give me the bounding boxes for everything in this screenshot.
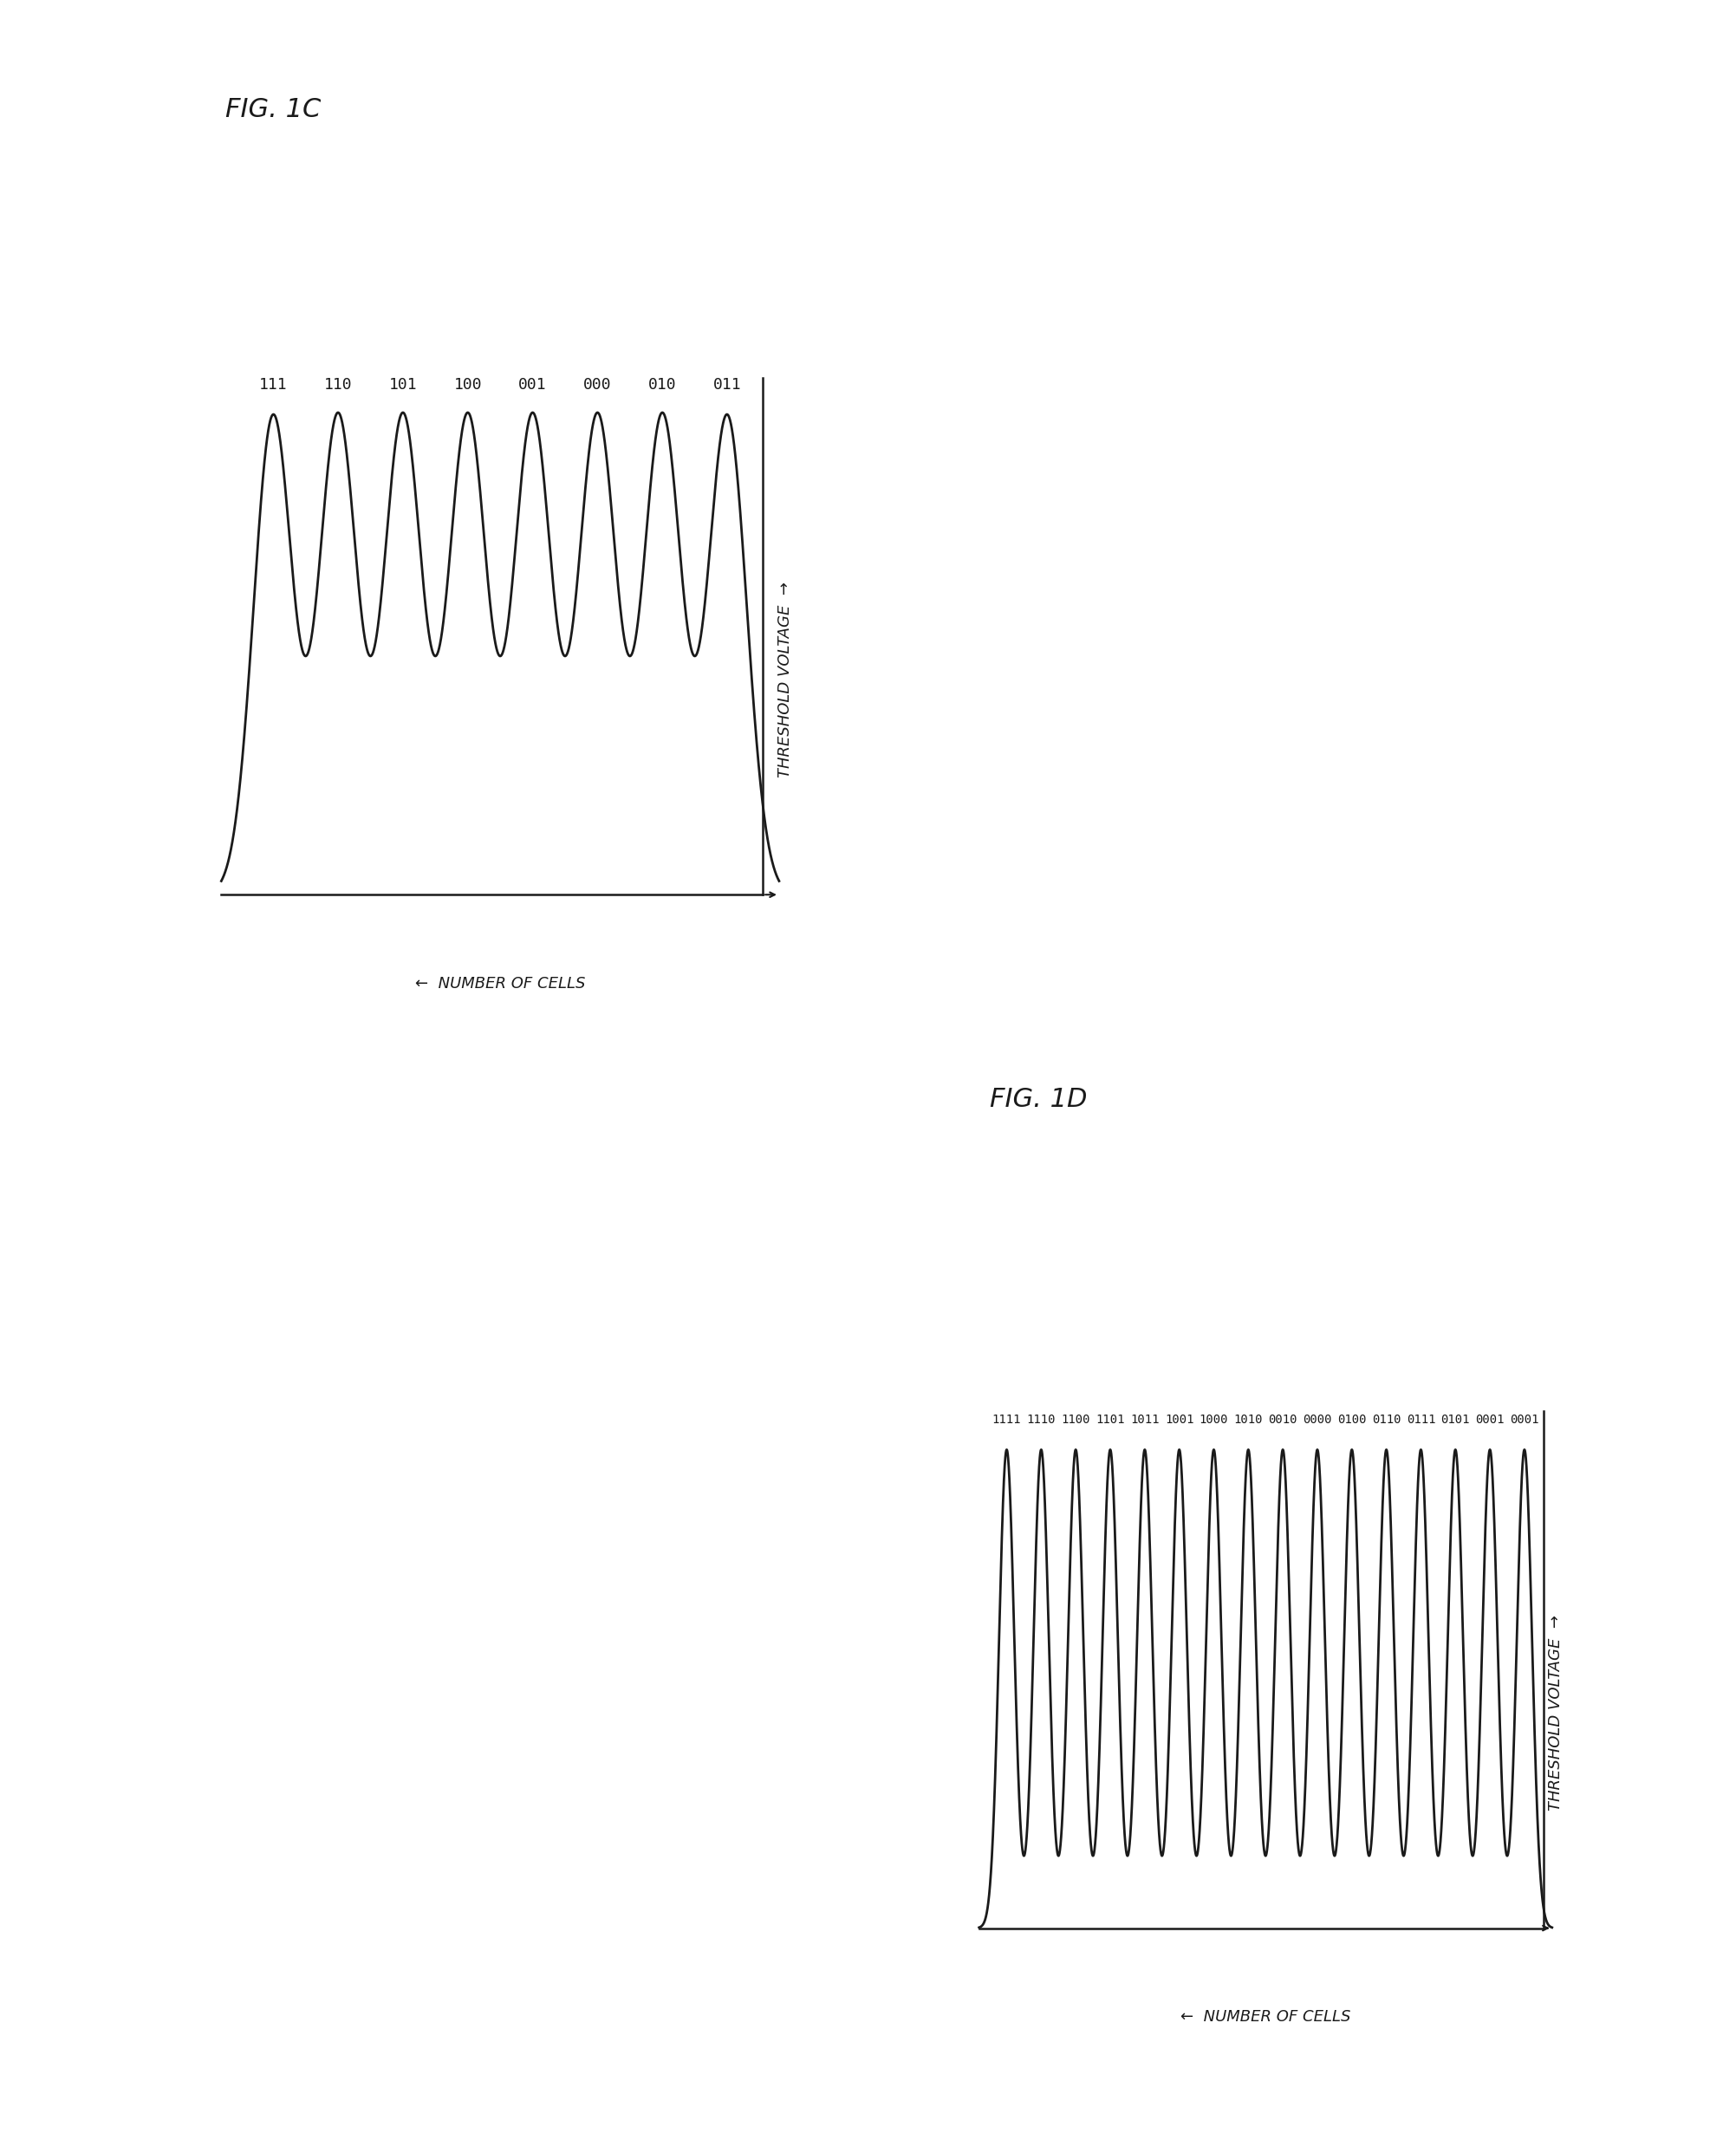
Text: 0100: 0100 [1337,1415,1366,1425]
Text: 001: 001 [519,377,547,392]
Text: 1010: 1010 [1234,1415,1262,1425]
Text: 1000: 1000 [1200,1415,1229,1425]
Text: 101: 101 [389,377,417,392]
Text: 011: 011 [713,377,741,392]
Text: 0101: 0101 [1441,1415,1470,1425]
Text: 0000: 0000 [1302,1415,1332,1425]
Text: THRESHOLD VOLTAGE  →: THRESHOLD VOLTAGE → [778,581,793,777]
Text: ←  NUMBER OF CELLS: ← NUMBER OF CELLS [1180,2009,1351,2026]
Text: 000: 000 [583,377,611,392]
Text: 111: 111 [259,377,288,392]
Text: 0111: 0111 [1406,1415,1436,1425]
Text: ←  NUMBER OF CELLS: ← NUMBER OF CELLS [415,975,585,993]
Text: 010: 010 [648,377,677,392]
Text: 110: 110 [325,377,352,392]
Text: 1110: 1110 [1026,1415,1055,1425]
Text: FIG. 1C: FIG. 1C [226,97,321,123]
Text: 1001: 1001 [1165,1415,1194,1425]
Text: 0001: 0001 [1510,1415,1538,1425]
Text: 1111: 1111 [993,1415,1021,1425]
Text: 0110: 0110 [1371,1415,1401,1425]
Text: 1101: 1101 [1095,1415,1125,1425]
Text: 1011: 1011 [1130,1415,1160,1425]
Text: FIG. 1D: FIG. 1D [990,1087,1087,1113]
Text: 0010: 0010 [1269,1415,1297,1425]
Text: 0001: 0001 [1476,1415,1505,1425]
Text: THRESHOLD VOLTAGE  →: THRESHOLD VOLTAGE → [1549,1615,1564,1811]
Text: 100: 100 [453,377,483,392]
Text: 1100: 1100 [1061,1415,1090,1425]
